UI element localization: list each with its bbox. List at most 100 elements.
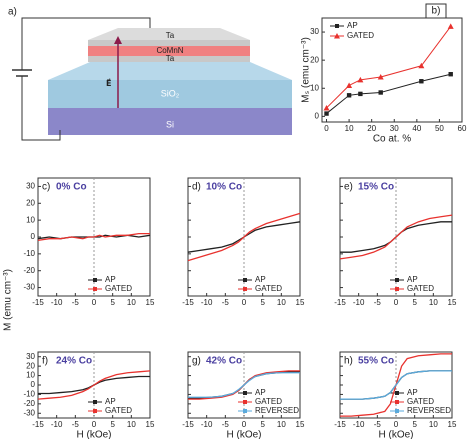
layer-label: CoMnN xyxy=(156,46,183,55)
x-tick-label: -10 xyxy=(353,420,365,429)
x-tick-label: -10 xyxy=(353,298,365,307)
x-tick-label: 5 xyxy=(412,420,417,429)
legend-marker xyxy=(395,409,399,413)
y-axis-label: M (emu cm⁻³) xyxy=(3,269,14,331)
wire xyxy=(21,17,151,70)
x-axis-label: H (kOe) xyxy=(227,430,262,439)
legend-label: AP xyxy=(347,21,358,30)
legend-label: GATED xyxy=(347,31,374,40)
panel-title: 10% Co xyxy=(206,182,242,193)
panel-label: a) xyxy=(8,7,17,18)
x-tick-label: 60 xyxy=(458,124,467,133)
legend-label: AP xyxy=(105,275,116,284)
x-tick-label: -10 xyxy=(201,420,213,429)
panel-label: e) xyxy=(344,182,353,193)
x-tick-label: 15 xyxy=(296,420,305,429)
x-tick-label: 5 xyxy=(110,298,115,307)
x-tick-label: 5 xyxy=(412,298,417,307)
legend-label: GATED xyxy=(255,397,282,406)
field-label: E⃗ xyxy=(106,78,111,88)
y-tick-label: -30 xyxy=(23,283,35,292)
legend-label: REVERSED xyxy=(407,406,451,415)
series-line xyxy=(326,26,452,109)
y-tick-label: 10 xyxy=(26,371,35,380)
panel-label: g) xyxy=(192,356,201,367)
y-tick-label: 10 xyxy=(26,215,35,224)
series-line xyxy=(188,372,300,398)
panel-title: 24% Co xyxy=(56,356,92,367)
x-tick-label: 15 xyxy=(448,420,457,429)
x-tick-label: 15 xyxy=(448,298,457,307)
legend-marker xyxy=(243,400,247,404)
y-tick-label: 10 xyxy=(310,83,319,92)
legend-marker xyxy=(93,409,97,413)
y-tick-label: 0 xyxy=(31,232,36,241)
legend-label: GATED xyxy=(255,284,282,293)
point xyxy=(419,79,424,84)
y-tick-label: 0 xyxy=(315,111,320,120)
y-tick-label: 30 xyxy=(26,182,35,191)
legend-marker xyxy=(395,278,399,282)
legend-marker xyxy=(243,391,247,395)
x-tick-label: 10 xyxy=(127,420,136,429)
x-tick-label: 0 xyxy=(92,298,97,307)
x-tick-label: 15 xyxy=(146,298,155,307)
y-tick-label: 20 xyxy=(26,198,35,207)
plot-frame xyxy=(321,17,463,123)
legend-label: AP xyxy=(407,275,418,284)
legend-label: AP xyxy=(255,275,266,284)
series-line xyxy=(187,212,301,262)
x-tick-label: 0 xyxy=(92,420,97,429)
x-tick-label: 5 xyxy=(260,298,265,307)
x-tick-label: -15 xyxy=(32,420,44,429)
panel-label-box xyxy=(425,3,447,19)
panel-label: h) xyxy=(344,356,353,367)
y-tick-label: 0 xyxy=(31,380,36,389)
legend-label: GATED xyxy=(407,397,434,406)
x-tick-label: -5 xyxy=(222,298,230,307)
y-tick-label: -20 xyxy=(23,399,35,408)
layer-label: Si xyxy=(166,119,174,129)
point xyxy=(346,82,353,88)
arrow-head xyxy=(114,36,122,44)
legend-label: REVERSED xyxy=(255,406,299,415)
panel-title: 15% Co xyxy=(358,182,394,193)
panel-label: d) xyxy=(192,182,201,193)
x-tick-label: -10 xyxy=(201,298,213,307)
x-tick-label: -15 xyxy=(32,298,44,307)
x-tick-label: -15 xyxy=(182,420,194,429)
legend-marker xyxy=(335,24,339,28)
legend-marker xyxy=(334,33,340,39)
legend-label: GATED xyxy=(105,406,132,415)
x-tick-label: 10 xyxy=(429,420,438,429)
layer-label: SiO₂ xyxy=(161,88,180,98)
x-tick-label: 10 xyxy=(127,298,136,307)
panel-title: 55% Co xyxy=(358,356,394,367)
legend-marker xyxy=(93,400,97,404)
x-tick-label: 5 xyxy=(260,420,265,429)
panel-label: b) xyxy=(432,6,441,17)
legend-label: AP xyxy=(255,388,266,397)
point xyxy=(358,91,363,97)
panel-title: 0% Co xyxy=(56,182,87,193)
panel-title: 42% Co xyxy=(206,356,242,367)
legend-marker xyxy=(395,287,399,291)
x-tick-label: 50 xyxy=(435,124,444,133)
x-tick-label: 5 xyxy=(110,420,115,429)
legend-label: GATED xyxy=(407,284,434,293)
ta-top xyxy=(88,40,250,46)
point xyxy=(346,93,352,98)
x-tick-label: -5 xyxy=(374,298,382,307)
legend-marker xyxy=(243,409,247,413)
series-line xyxy=(340,370,452,400)
x-tick-label: -5 xyxy=(222,420,230,429)
legend-label: AP xyxy=(105,397,116,406)
x-tick-label: -10 xyxy=(51,298,63,307)
point xyxy=(447,23,454,29)
point xyxy=(323,104,330,111)
point xyxy=(357,76,364,83)
y-tick-label: 20 xyxy=(310,55,319,64)
x-axis-label: H (kOe) xyxy=(77,430,112,439)
